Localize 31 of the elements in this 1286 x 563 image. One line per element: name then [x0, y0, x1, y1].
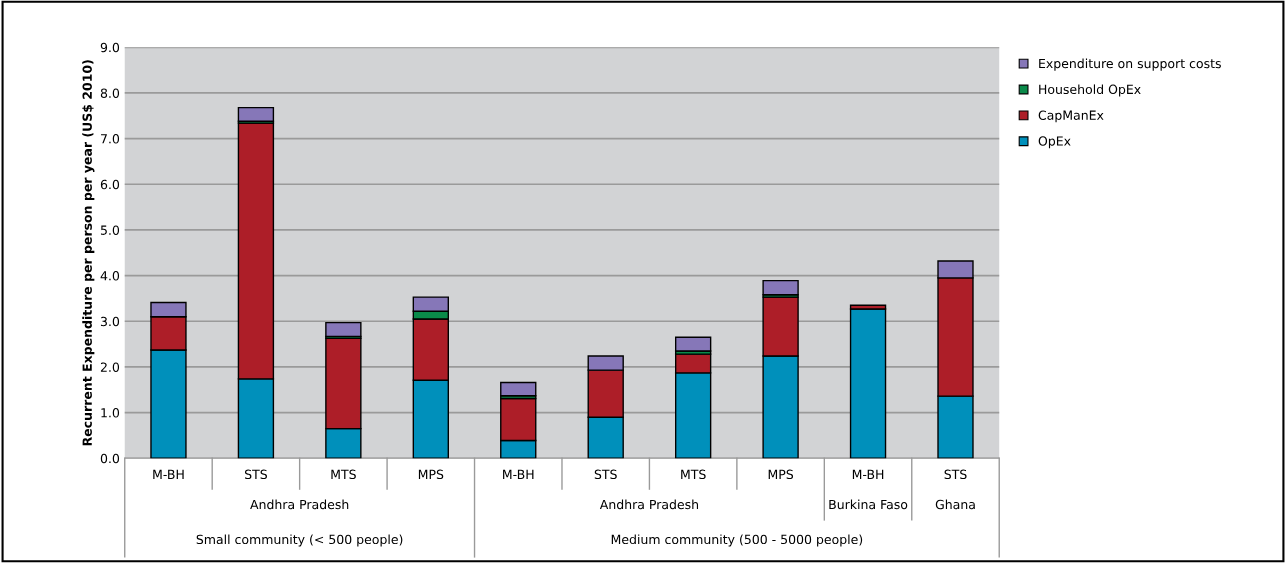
legend-label: Household OpEx — [1039, 84, 1141, 97]
y-tick-label: 0.0 — [100, 453, 120, 464]
y-tick-label: 5.0 — [100, 225, 120, 235]
legend-label: OpEx — [1038, 136, 1071, 149]
x-tick-label: M-BH — [852, 469, 884, 479]
x-tick-label: STS — [244, 469, 267, 480]
x-tick-label: MPS — [768, 469, 794, 480]
y-tick-label: 8.0 — [100, 88, 120, 98]
y-tick-label: 9.0 — [100, 42, 120, 53]
y-tick-label: 1.0 — [101, 408, 120, 418]
x-tick-label: STS — [944, 469, 967, 480]
x-tick-label: MPS — [418, 469, 444, 480]
x-tick-label: M-BH — [503, 469, 534, 479]
legend-label: CapManEx — [1038, 110, 1104, 123]
text: Ghana — [935, 499, 975, 510]
text: Burkina Faso — [829, 499, 908, 510]
y-tick-label: 6.0 — [100, 179, 120, 190]
text: Medium community (500 - 5000 people) — [611, 534, 863, 547]
text: Small community (< 500 people) — [196, 534, 403, 547]
y-axis-title: Recurrent Expenditure per person per year (US$ 2010) — [82, 60, 95, 446]
x-tick-label: MTS — [681, 469, 706, 480]
x-tick-label: STS — [594, 469, 617, 480]
y-tick-label: 3.0 — [100, 316, 120, 327]
y-tick-label: 2.0 — [100, 362, 120, 372]
text: Andhra Pradesh — [250, 499, 349, 510]
text: Andhra Pradesh — [599, 499, 699, 510]
y-tick-label: 4.0 — [100, 271, 120, 281]
legend-label: Expenditure on support costs — [1039, 58, 1221, 71]
x-tick-label: MTS — [331, 469, 356, 480]
x-tick-label: M-BH — [153, 469, 184, 479]
y-tick-label: 7.0 — [101, 134, 120, 144]
